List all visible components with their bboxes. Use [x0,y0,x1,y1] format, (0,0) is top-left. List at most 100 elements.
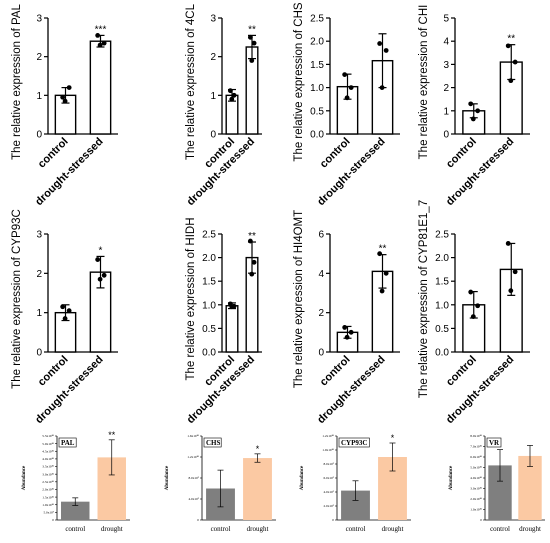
y-tick-label: 4.0x10¹⁰ [470,476,482,480]
y-tick-label: 1.6x10¹⁰ [187,434,199,438]
y-tick-label: 2.0 [435,253,449,264]
y-tick-label: 2.5 [310,14,324,25]
y-axis-label: The relative expression of 4CL [185,3,197,160]
y-tick-label: 5.0x10¹⁰ [470,466,482,470]
data-point [60,304,66,310]
chart-cyp93c: 0 1 2 3 The relative expression of CYP93C con… [11,209,118,426]
x-category-label: control [65,525,85,533]
data-point [227,88,233,94]
y-tick-label: 4 [443,37,449,48]
y-tick-label: 1.5x10¹⁰ [42,495,54,499]
y-tick-label: 1 [210,91,216,102]
y-tick-label: 0 [318,348,324,359]
significance-marker: * [256,444,260,454]
data-point [377,41,383,46]
panel-title-box [486,437,502,448]
y-tick-label: 8.0x10⁹ [323,462,334,466]
y-tick-label: 0.0 [202,348,216,359]
y-axis-label: The relative expression of CYP81E1_7 [418,200,430,398]
panel-title-box [203,437,222,448]
y-tick-label: 6 [318,230,324,241]
y-tick-label: 2.0x10¹⁰ [42,488,54,492]
y-tick-label: 1.2x10¹⁰ [187,455,199,459]
data-point [249,58,255,63]
y-tick-label: 5.5x10¹⁰ [42,434,54,438]
x-category-label: drought [519,525,541,533]
y-tick-label: 2.0x10¹⁰ [470,497,482,501]
data-point [231,92,237,98]
data-point [344,95,350,101]
y-tick-label: 5.0x10¹⁰ [42,442,54,446]
data-point [229,304,235,310]
y-tick-label: 1.0 [202,300,216,311]
x-category-label: control [444,136,479,171]
bar-drought [518,455,542,520]
y-tick-label: 0 [480,518,482,522]
x-category-label: control [211,525,231,533]
y-tick-label: 0 [443,130,449,141]
y-tick-label: 3.5x10¹⁰ [42,465,54,469]
y-axis-label: The relative expression of CHI [418,5,430,160]
data-point [470,116,476,122]
panel-title: CYP93C [341,439,367,447]
y-tick-label: 3 [36,14,42,25]
data-point [475,303,481,309]
panel-title-box [58,437,77,448]
data-point [101,272,107,278]
data-point [97,276,103,282]
x-category-label: control [444,354,479,389]
y-axis-label: Abundance [165,465,170,490]
data-point [475,108,481,114]
y-tick-label: 2.0 [310,37,324,48]
data-point [62,316,68,321]
significance-marker: ** [248,24,256,35]
significance-marker: ** [248,231,256,242]
y-axis-label: Abundance [449,465,454,490]
data-point [379,85,385,90]
y-tick-label: 3 [210,14,216,25]
x-category-label: drought [101,525,123,533]
significance-marker: ** [507,34,515,45]
y-tick-label: 0 [52,518,54,522]
y-tick-label: 2.0 [202,253,216,264]
chart-chs: 0.0 0.5 1.0 1.5 2.0 2.5 The relative expressio… [293,2,400,208]
y-tick-label: 4.0x10⁹ [323,490,334,494]
x-category-label: drought-stressed [315,354,387,426]
x-category-label: control [36,354,71,389]
y-tick-label: 2.0x10⁹ [323,504,334,508]
y-tick-label: 1 [36,308,42,319]
y-tick-label: 1.5 [202,277,216,288]
chart-pal-abund: 0 5.0x10⁹ 1.0x10¹⁰ 1.5x10¹⁰ 2.0x10¹⁰ 2.5x10¹⁰… [22,430,130,533]
data-point [101,40,107,46]
y-tick-label: 2 [36,269,42,280]
x-category-label: drought [247,525,269,533]
chart-hidh: 0.0 0.5 1.0 1.5 2.0 2.5 The relative expressio… [185,218,262,426]
y-tick-label: 0 [36,348,42,359]
chart-cyp93c-abund: 0 2.0x10⁹ 4.0x10⁹ 6.0x10⁹ 8.0x10⁹ 1.0x10¹⁰ 1.2… [300,433,411,533]
data-point [508,78,514,84]
data-point [379,288,385,294]
data-point [470,314,476,319]
x-category-label: drought [382,525,404,533]
y-tick-label: 1.5 [435,277,449,288]
x-category-label: drought-stressed [33,136,105,208]
x-category-label: control [490,525,510,533]
data-point [342,72,348,78]
y-tick-label: 0 [36,130,42,141]
y-tick-label: 5.0x10⁹ [43,511,54,515]
y-tick-label: 2 [210,52,216,63]
y-tick-label: 3.0x10¹⁰ [470,487,482,491]
significance-marker: * [391,433,395,443]
x-category-label: drought-stressed [315,136,387,208]
data-point [505,241,511,246]
bar-drought-stressed [89,40,112,135]
y-axis-label: The relative expression of HIDH [185,218,197,381]
y-tick-label: 1.5 [310,60,324,71]
x-category-label: drought-stressed [444,354,516,426]
chart-chs-abund: 0 4.0x10⁹ 8.0x10⁹ 1.2x10¹⁰ 1.6x10¹⁰ Abundance… [165,434,276,533]
y-tick-label: 2 [443,83,449,94]
significance-marker: *** [95,24,107,35]
y-tick-label: 1.0x10¹⁰ [322,448,334,452]
